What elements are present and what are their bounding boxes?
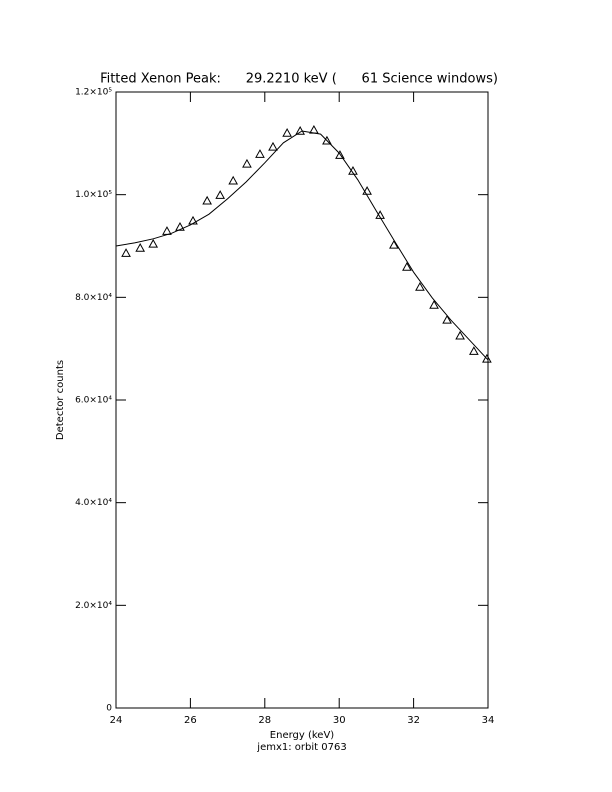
data-point: [188, 215, 198, 225]
data-point: [455, 330, 465, 340]
data-point: [121, 248, 131, 257]
data-point: [255, 149, 265, 158]
y-tick-label: 6.0×10⁴: [75, 396, 112, 406]
data-point: [429, 300, 439, 309]
y-axis-label: Detector counts: [55, 360, 66, 440]
x-tick-label: 24: [110, 715, 123, 726]
x-axis-label: Energy (keV): [270, 730, 335, 741]
data-point: [148, 238, 159, 248]
data-point: [175, 221, 185, 231]
data-point: [322, 135, 332, 145]
x-tick-label: 28: [258, 715, 271, 726]
data-point: [282, 128, 292, 137]
data-point: [242, 158, 252, 168]
x-tick-label: 34: [482, 715, 495, 726]
data-point: [362, 186, 372, 195]
x-tick-label: 26: [184, 715, 197, 726]
data-point: [469, 346, 479, 355]
x-tick-label: 32: [407, 715, 420, 726]
data-point: [482, 353, 492, 363]
caption: jemx1: orbit 0763: [256, 742, 346, 753]
y-tick-label: 8.0×10⁴: [75, 293, 112, 303]
data-point: [202, 195, 212, 205]
data-point: [389, 239, 399, 249]
fit-line: [115, 130, 489, 361]
y-tick-label: 1.2×10⁵: [75, 88, 112, 98]
y-tick-label: 0: [106, 704, 112, 714]
y-tick-label: 4.0×10⁴: [75, 498, 112, 508]
data-point: [335, 150, 345, 159]
data-point: [228, 175, 239, 185]
data-point: [215, 190, 226, 199]
data-point: [135, 243, 146, 252]
x-tick-label: 30: [333, 715, 346, 726]
data-point: [415, 282, 425, 291]
y-tick-label: 1.0×10⁵: [75, 190, 112, 200]
y-tick-label: 2.0×10⁴: [75, 601, 112, 611]
data-point: [442, 314, 452, 324]
data-point: [402, 262, 412, 271]
chart-title: Fitted Xenon Peak: 29.2210 keV ( 61 Scie…: [100, 72, 498, 87]
data-point: [268, 141, 278, 151]
